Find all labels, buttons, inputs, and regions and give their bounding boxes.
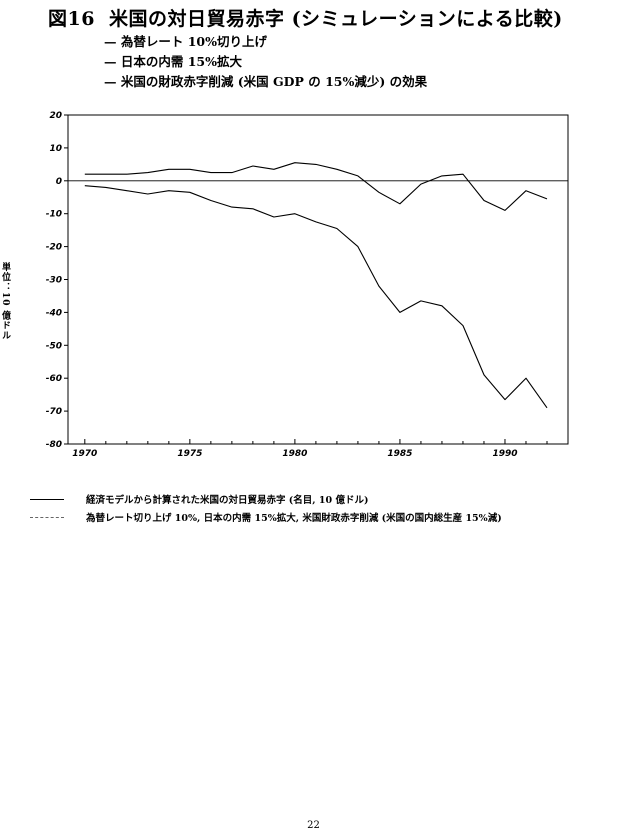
y-axis-label: 単位：10 億ドル — [0, 262, 10, 341]
legend-item-dotted: 為替レート切り上げ 10%, 日本の内需 15%拡大, 米国財政赤字削減 (米国… — [30, 508, 502, 526]
scenario-item: — 日本の内需 15%拡大 — [104, 54, 242, 69]
figure-number: 図16 — [48, 8, 95, 30]
x-tick-label: 1990 — [492, 449, 517, 459]
y-tick-label: -40 — [46, 308, 62, 318]
y-tick-label: -50 — [46, 341, 62, 351]
legend-item-solid: 経済モデルから計算された米国の対日貿易赤字 (名目, 10 億ドル) — [30, 490, 502, 508]
legend-swatch-dotted — [30, 516, 64, 518]
y-tick-label: 0 — [56, 177, 62, 187]
legend-text-dotted: 為替レート切り上げ 10%, 日本の内需 15%拡大, 米国財政赤字削減 (米国… — [86, 513, 502, 524]
page-number: 22 — [307, 820, 320, 831]
x-tick-label: 1980 — [282, 449, 307, 459]
y-tick-label: -70 — [46, 407, 62, 417]
y-tick-label: -20 — [46, 243, 62, 253]
y-tick-label: -60 — [46, 374, 62, 384]
legend: 経済モデルから計算された米国の対日貿易赤字 (名目, 10 億ドル) 為替レート… — [30, 490, 502, 526]
scenario-list: — 為替レート 10%切り上げ — 日本の内需 15%拡大 — 米国の財政赤字削… — [104, 32, 427, 92]
y-tick-label: 20 — [49, 111, 62, 121]
line-chart: 20 10 0 -10 -20 -30 -40 -50 -60 -70 -80 1970 1975 198… — [46, 111, 569, 459]
figure-title: 図16 米国の対日貿易赤字 (シミュレーションによる比較) — [48, 4, 563, 31]
y-tick-label: -80 — [46, 440, 62, 450]
x-tick-label: 1975 — [177, 449, 202, 459]
legend-text-solid: 経済モデルから計算された米国の対日貿易赤字 (名目, 10 億ドル) — [86, 495, 369, 506]
series-line-solid — [84, 185, 548, 409]
legend-swatch-solid — [30, 498, 64, 500]
series-line-upper — [84, 162, 548, 211]
x-tick-label: 1985 — [387, 449, 412, 459]
x-tick-label: 1970 — [72, 449, 97, 459]
y-tick-label: -30 — [46, 276, 62, 286]
scenario-item: — 米国の財政赤字削減 (米国 GDP の 15%減少) の効果 — [104, 74, 428, 89]
figure-title-text: 米国の対日貿易赤字 (シミュレーションによる比較) — [108, 8, 563, 30]
scenario-item: — 為替レート 10%切り上げ — [104, 34, 267, 49]
y-tick-label: -10 — [46, 210, 62, 220]
y-tick-label: 10 — [49, 144, 62, 154]
